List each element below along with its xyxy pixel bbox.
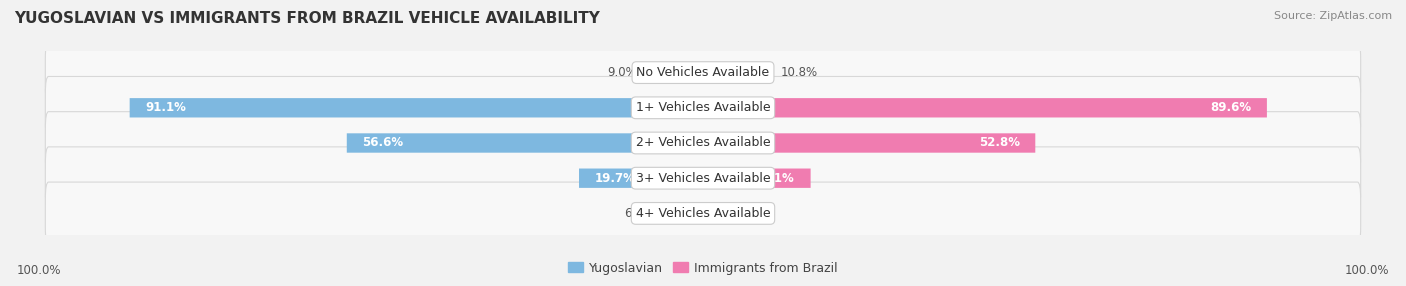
FancyBboxPatch shape xyxy=(45,147,1361,210)
Text: 17.1%: 17.1% xyxy=(754,172,794,185)
FancyBboxPatch shape xyxy=(703,133,1035,153)
FancyBboxPatch shape xyxy=(129,98,703,118)
Legend: Yugoslavian, Immigrants from Brazil: Yugoslavian, Immigrants from Brazil xyxy=(562,257,844,279)
Text: 91.1%: 91.1% xyxy=(145,101,186,114)
FancyBboxPatch shape xyxy=(647,63,703,82)
FancyBboxPatch shape xyxy=(703,168,811,188)
Text: 3+ Vehicles Available: 3+ Vehicles Available xyxy=(636,172,770,185)
Text: No Vehicles Available: No Vehicles Available xyxy=(637,66,769,79)
Text: 1+ Vehicles Available: 1+ Vehicles Available xyxy=(636,101,770,114)
Text: 19.7%: 19.7% xyxy=(595,172,636,185)
FancyBboxPatch shape xyxy=(45,112,1361,174)
Text: 6.3%: 6.3% xyxy=(624,207,654,220)
FancyBboxPatch shape xyxy=(45,76,1361,139)
FancyBboxPatch shape xyxy=(703,98,1267,118)
Text: 56.6%: 56.6% xyxy=(363,136,404,150)
Text: 89.6%: 89.6% xyxy=(1211,101,1251,114)
FancyBboxPatch shape xyxy=(703,204,735,223)
FancyBboxPatch shape xyxy=(579,168,703,188)
Text: YUGOSLAVIAN VS IMMIGRANTS FROM BRAZIL VEHICLE AVAILABILITY: YUGOSLAVIAN VS IMMIGRANTS FROM BRAZIL VE… xyxy=(14,11,600,26)
FancyBboxPatch shape xyxy=(347,133,703,153)
FancyBboxPatch shape xyxy=(45,41,1361,104)
Text: 9.0%: 9.0% xyxy=(607,66,637,79)
Text: Source: ZipAtlas.com: Source: ZipAtlas.com xyxy=(1274,11,1392,21)
FancyBboxPatch shape xyxy=(703,63,770,82)
Text: 4+ Vehicles Available: 4+ Vehicles Available xyxy=(636,207,770,220)
Text: 10.8%: 10.8% xyxy=(780,66,817,79)
Text: 5.2%: 5.2% xyxy=(745,207,775,220)
Text: 2+ Vehicles Available: 2+ Vehicles Available xyxy=(636,136,770,150)
FancyBboxPatch shape xyxy=(664,204,703,223)
Text: 100.0%: 100.0% xyxy=(1344,265,1389,277)
Text: 100.0%: 100.0% xyxy=(17,265,62,277)
FancyBboxPatch shape xyxy=(45,182,1361,245)
Text: 52.8%: 52.8% xyxy=(979,136,1019,150)
